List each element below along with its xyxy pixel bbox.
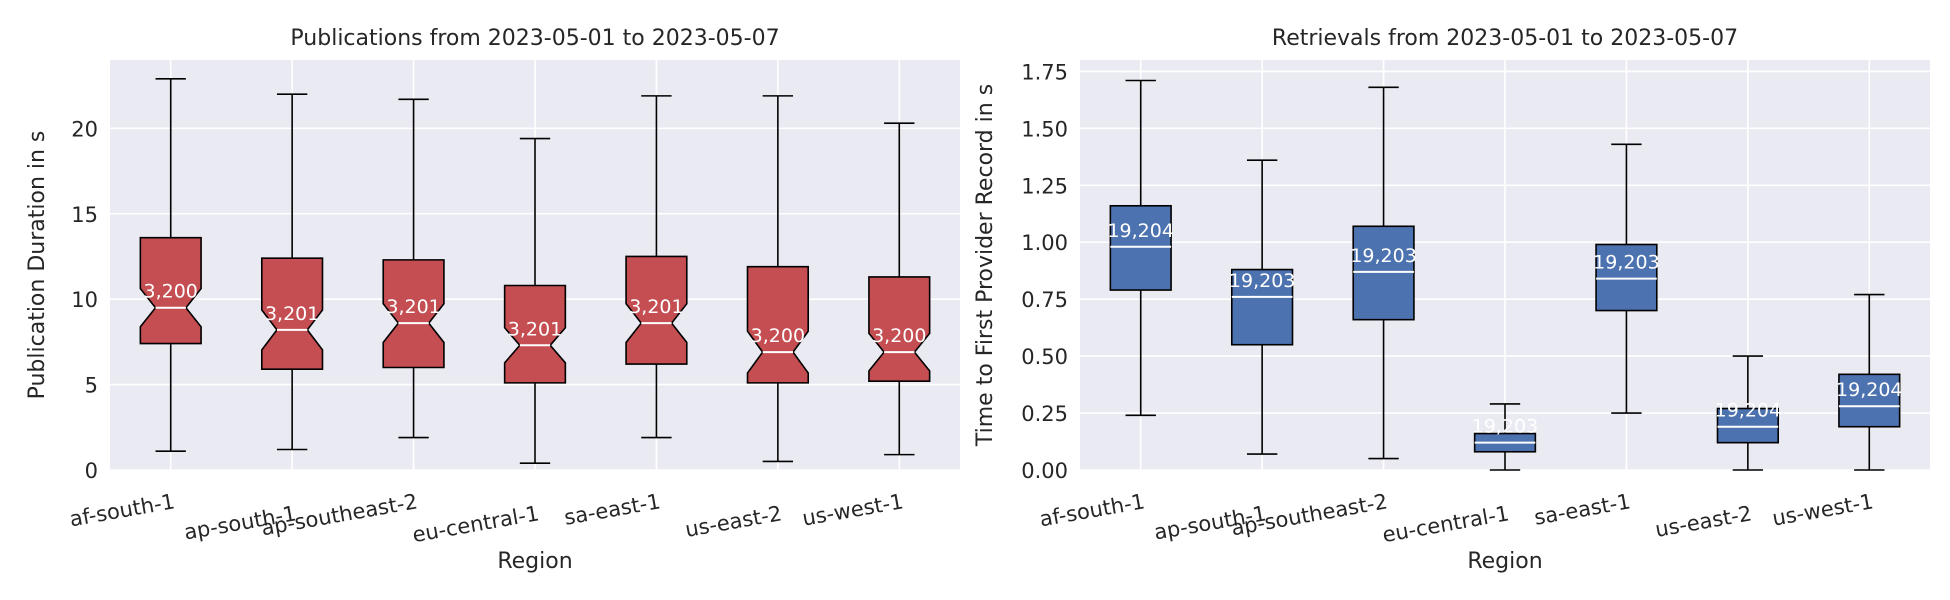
count-label: 3,201 <box>629 296 683 318</box>
box-eu-central-1: 3,201 <box>503 137 567 464</box>
count-label: 19,204 <box>1107 220 1173 242</box>
box-sa-east-1: 3,201 <box>625 95 688 439</box>
count-label: 19,203 <box>1472 416 1538 438</box>
count-label: 3,201 <box>508 318 562 340</box>
y-tick-label: 5 <box>85 374 98 398</box>
box-body <box>1352 225 1415 321</box>
y-tick-label: 0.75 <box>1021 288 1068 312</box>
box-eu-central-1: 19,203 <box>1472 403 1538 471</box>
box-sa-east-1: 19,203 <box>1593 143 1660 414</box>
box-body <box>503 284 567 384</box>
box-body <box>1838 373 1901 428</box>
y-tick-label: 0.25 <box>1021 402 1068 426</box>
y-tick-label: 1.75 <box>1021 60 1068 84</box>
box-body <box>1595 243 1658 312</box>
box-body <box>382 259 445 369</box>
y-tick-label: 10 <box>71 288 98 312</box>
box-af-south-1: 3,200 <box>139 77 202 453</box>
x-axis-label: Region <box>1467 549 1542 574</box>
count-label: 19,203 <box>1229 270 1295 292</box>
count-label: 19,204 <box>1836 379 1902 401</box>
box-ap-south-1: 19,203 <box>1229 159 1295 455</box>
box-us-west-1: 19,204 <box>1836 293 1903 471</box>
y-axis-label: Time to First Provider Record in s <box>973 84 998 447</box>
box-body <box>1716 407 1780 444</box>
y-tick-label: 15 <box>71 203 98 227</box>
y-tick-label: 1.25 <box>1021 174 1068 198</box>
box-series: 19,204 19,203 19,203 19,203 19,203 19,204 19,2… <box>1107 79 1903 471</box>
box-body <box>1109 204 1172 291</box>
box-body <box>260 257 324 371</box>
y-tick-label: 1.50 <box>1021 117 1068 141</box>
box-ap-southeast-2: 3,201 <box>382 98 445 439</box>
box-ap-southeast-2: 19,203 <box>1350 86 1417 460</box>
y-axis-label: Publication Duration in s <box>25 131 50 400</box>
box-us-east-2: 3,200 <box>746 95 810 463</box>
count-label: 19,203 <box>1593 252 1659 274</box>
count-label: 3,200 <box>872 325 926 347</box>
count-label: 3,200 <box>751 325 805 347</box>
box-body <box>868 276 931 382</box>
y-tick-label: 0 <box>85 459 98 483</box>
box-us-east-2: 19,204 <box>1715 355 1781 471</box>
box-body <box>625 255 688 365</box>
x-axis-label: Region <box>497 549 572 574</box>
box-af-south-1: 19,204 <box>1107 79 1174 417</box>
box-ap-south-1: 3,201 <box>260 93 324 451</box>
box-body <box>746 265 810 384</box>
y-tick-label: 0.50 <box>1021 345 1068 369</box>
count-label: 3,201 <box>386 296 440 318</box>
box-us-west-1: 3,200 <box>868 122 931 456</box>
box-body <box>139 236 202 345</box>
box-series: 3,200 3,201 3,201 3,201 3,201 3,200 3,200 <box>139 77 931 464</box>
y-tick-label: 1.00 <box>1021 231 1068 255</box>
chart-title: Publications from 2023-05-01 to 2023-05-… <box>290 26 779 51</box>
chart-title: Retrievals from 2023-05-01 to 2023-05-07 <box>1272 26 1738 51</box>
y-tick-label: 0.00 <box>1021 459 1068 483</box>
count-label: 3,201 <box>265 303 319 325</box>
y-tick-label: 20 <box>71 117 98 141</box>
publications-chart: 3,200 3,201 3,201 3,201 3,201 3,200 3,200 0 5 10… <box>25 26 960 574</box>
count-label: 3,200 <box>144 281 198 303</box>
count-label: 19,204 <box>1715 400 1781 422</box>
count-label: 19,203 <box>1350 245 1416 267</box>
box-body <box>1230 268 1294 346</box>
